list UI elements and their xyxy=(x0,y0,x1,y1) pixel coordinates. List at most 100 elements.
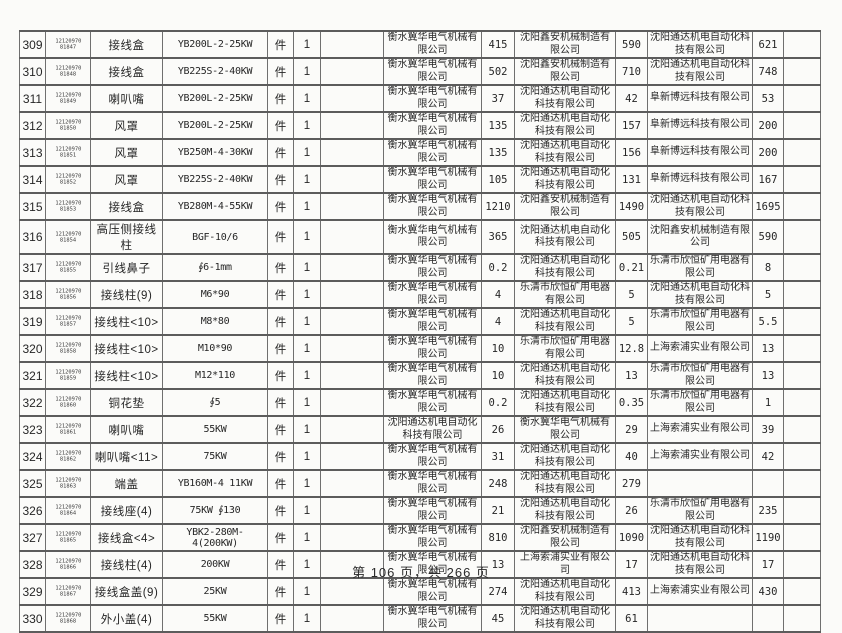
supplier-2-price: 413 xyxy=(615,577,648,606)
supplier-3-price: 167 xyxy=(752,165,784,194)
supplier-2-name: 沈阳通达机电自动化科技有限公司 xyxy=(514,361,616,390)
supplier-2-price: 17 xyxy=(615,550,648,579)
part-spec: YB200L-2-25KW xyxy=(162,111,268,140)
supplier-2-price: 279 xyxy=(615,469,648,498)
empty-cell xyxy=(783,219,821,255)
part-name: 风罩 xyxy=(90,138,163,167)
supplier-1-name: 衡水冀华电气机械有限公司 xyxy=(383,219,482,255)
supplier-2-name: 沈阳通达机电自动化科技有限公司 xyxy=(514,388,616,417)
supplier-3-price: 1 xyxy=(752,388,784,417)
row-number: 329 xyxy=(19,577,46,606)
supplier-3-name: 沈阳通达机电自动化科技有限公司 xyxy=(647,57,753,86)
material-code: 12120970 81865 xyxy=(45,523,91,552)
supplier-2-price: 12.8 xyxy=(615,334,648,363)
part-spec: YB225S-2-40KW xyxy=(162,57,268,86)
material-code: 12120970 81851 xyxy=(45,138,91,167)
row-number: 316 xyxy=(19,219,46,255)
supplier-2-price: 710 xyxy=(615,57,648,86)
empty-cell xyxy=(783,280,821,309)
row-number: 328 xyxy=(19,550,46,579)
row-number: 309 xyxy=(19,30,46,59)
material-code: 12120970 81858 xyxy=(45,334,91,363)
supplier-3-name: 乐清市欣恒矿用电器有限公司 xyxy=(647,253,753,282)
empty-cell xyxy=(320,496,384,525)
part-spec: 25KW xyxy=(162,577,268,606)
row-number: 323 xyxy=(19,415,46,444)
supplier-2-price: 0.21 xyxy=(615,253,648,282)
supplier-1-name: 衡水冀华电气机械有限公司 xyxy=(383,138,482,167)
empty-cell xyxy=(783,496,821,525)
table-row: 327 12120970 81865 接线盒<4> YBK2-280M-4(200KW)… xyxy=(19,523,821,552)
material-code-lines: 12120970 81854 xyxy=(55,230,82,243)
unit-label: 件 xyxy=(267,111,294,140)
supplier-3-price: 39 xyxy=(752,415,784,444)
document-page: 309 12120970 81847 接线盒 YB200L-2-25KW 件 1 衡水冀华电气… xyxy=(19,30,821,633)
unit-label: 件 xyxy=(267,604,294,633)
supplier-3-price: 590 xyxy=(752,219,784,255)
supplier-2-name: 沈阳通达机电自动化科技有限公司 xyxy=(514,496,616,525)
material-code-lines: 12120970 81865 xyxy=(55,531,82,544)
material-code: 12120970 81853 xyxy=(45,192,91,221)
quantity: 1 xyxy=(293,523,321,552)
supplier-1-name: 衡水冀华电气机械有限公司 xyxy=(383,165,482,194)
supplier-3-price: 430 xyxy=(752,577,784,606)
supplier-1-price: 502 xyxy=(481,57,515,86)
part-name: 接线盒<4> xyxy=(90,523,163,552)
supplier-1-price: 37 xyxy=(481,84,515,113)
supplier-3-price xyxy=(752,469,784,498)
supplier-2-price: 157 xyxy=(615,111,648,140)
supplier-2-name: 沈阳通达机电自动化科技有限公司 xyxy=(514,253,616,282)
table-body: 309 12120970 81847 接线盒 YB200L-2-25KW 件 1 衡水冀华电气… xyxy=(19,30,821,633)
empty-cell xyxy=(783,30,821,59)
quantity: 1 xyxy=(293,30,321,59)
material-code-lines: 12120970 81864 xyxy=(55,504,82,517)
empty-cell xyxy=(783,415,821,444)
quantity: 1 xyxy=(293,550,321,579)
part-name: 外小盖(4) xyxy=(90,604,163,633)
material-code-lines: 12120970 81856 xyxy=(55,288,82,301)
part-spec: YB160M-4 11KW xyxy=(162,469,268,498)
row-number: 311 xyxy=(19,84,46,113)
empty-cell xyxy=(320,253,384,282)
table-row: 318 12120970 81856 接线柱(9) M6*90 件 1 衡水冀华电气机械有限公… xyxy=(19,280,821,309)
supplier-1-price: 1210 xyxy=(481,192,515,221)
supplier-2-name: 沈阳鑫安机械制造有限公司 xyxy=(514,192,616,221)
row-number: 326 xyxy=(19,496,46,525)
row-number: 330 xyxy=(19,604,46,633)
unit-label: 件 xyxy=(267,361,294,390)
empty-cell xyxy=(783,388,821,417)
quantity: 1 xyxy=(293,469,321,498)
supplier-2-price: 0.35 xyxy=(615,388,648,417)
quantity: 1 xyxy=(293,84,321,113)
supplier-3-price: 748 xyxy=(752,57,784,86)
material-code: 12120970 81866 xyxy=(45,550,91,579)
supplier-1-price: 415 xyxy=(481,30,515,59)
material-code: 12120970 81862 xyxy=(45,442,91,471)
unit-label: 件 xyxy=(267,165,294,194)
table-row: 324 12120970 81862 喇叭嘴<11> 75KW 件 1 衡水冀华电气机械有限公… xyxy=(19,442,821,471)
part-spec: YB200L-2-25KW xyxy=(162,30,268,59)
material-code-lines: 12120970 81862 xyxy=(55,450,82,463)
supplier-1-name: 衡水冀华电气机械有限公司 xyxy=(383,523,482,552)
part-name: 铜花垫 xyxy=(90,388,163,417)
empty-cell xyxy=(320,280,384,309)
supplier-2-price: 26 xyxy=(615,496,648,525)
material-code: 12120970 81850 xyxy=(45,111,91,140)
supplier-2-name: 沈阳通达机电自动化科技有限公司 xyxy=(514,165,616,194)
part-name: 风罩 xyxy=(90,111,163,140)
supplier-3-name: 上海索浦实业有限公司 xyxy=(647,577,753,606)
row-number: 317 xyxy=(19,253,46,282)
part-name: 接线柱<10> xyxy=(90,334,163,363)
empty-cell xyxy=(783,138,821,167)
quantity: 1 xyxy=(293,415,321,444)
quantity: 1 xyxy=(293,165,321,194)
empty-cell xyxy=(783,307,821,336)
material-code: 12120970 81848 xyxy=(45,57,91,86)
quantity: 1 xyxy=(293,192,321,221)
supplier-2-name: 沈阳通达机电自动化科技有限公司 xyxy=(514,138,616,167)
supplier-1-name: 衡水冀华电气机械有限公司 xyxy=(383,30,482,59)
part-name: 接线盒盖(9) xyxy=(90,577,163,606)
supplier-3-price: 17 xyxy=(752,550,784,579)
supplier-3-name: 沈阳通达机电自动化科技有限公司 xyxy=(647,280,753,309)
empty-cell xyxy=(320,577,384,606)
